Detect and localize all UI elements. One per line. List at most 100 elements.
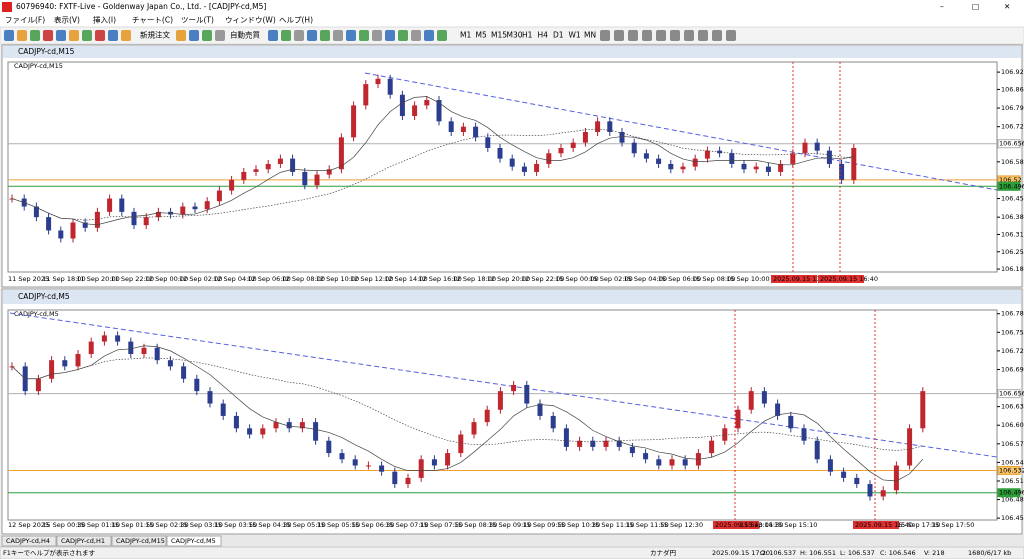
tool-icon[interactable]: [82, 30, 92, 41]
y-tick-label: 106.485: [1001, 496, 1024, 504]
x-tick-label: 12 Sep 10:00: [316, 275, 359, 283]
tool-icon[interactable]: [307, 30, 317, 41]
candle: [216, 190, 222, 202]
timeframe-button[interactable]: D1: [553, 31, 564, 40]
tool-icon[interactable]: [333, 30, 343, 41]
tab[interactable]: [166, 535, 222, 547]
tool-icon[interactable]: [712, 30, 722, 41]
timeframe-button[interactable]: H4: [538, 31, 549, 40]
candle: [668, 163, 674, 170]
candle: [550, 415, 556, 429]
tab[interactable]: [1, 535, 57, 547]
tab-label[interactable]: CADJPY-cd,H1: [61, 537, 105, 545]
timeframe-button[interactable]: MN: [584, 31, 596, 40]
tab[interactable]: [111, 535, 167, 547]
candle: [907, 428, 913, 466]
tool-icon[interactable]: [30, 30, 40, 41]
maximize[interactable]: □: [972, 2, 979, 11]
tool-icon[interactable]: [424, 30, 434, 41]
tool-icon[interactable]: [294, 30, 304, 41]
tool-icon[interactable]: [385, 30, 395, 41]
chart-window-title-bar: [3, 290, 1021, 304]
candle: [735, 409, 741, 429]
candle: [484, 409, 490, 423]
tool-icon[interactable]: [726, 30, 736, 41]
tool-icon[interactable]: [372, 30, 382, 41]
tool-icon[interactable]: [398, 30, 408, 41]
tool-icon[interactable]: [108, 30, 118, 41]
tool-icon[interactable]: [121, 30, 131, 41]
tool-icon[interactable]: [69, 30, 79, 41]
tab-label[interactable]: CADJPY-cd,M5: [171, 537, 216, 545]
candle: [582, 132, 588, 143]
time-marker-tag: [713, 521, 759, 529]
candle: [9, 366, 15, 368]
price-level-tag: [997, 389, 1021, 399]
tool-icon[interactable]: [346, 30, 356, 41]
menu-item[interactable]: 挿入(I): [93, 15, 116, 25]
menu-item[interactable]: 表示(V): [54, 15, 80, 25]
minimize[interactable]: –: [940, 2, 944, 11]
menu-item[interactable]: チャート(C): [132, 16, 173, 25]
candle: [273, 422, 279, 429]
candle: [558, 147, 564, 154]
timeframe-button[interactable]: M5: [476, 31, 487, 40]
tool-icon[interactable]: [202, 30, 212, 41]
x-tick-label: 15 Sep 11:10: [591, 521, 634, 529]
tab-label[interactable]: CADJPY-cd,M15: [116, 537, 165, 545]
close[interactable]: ✕: [1004, 2, 1010, 11]
candle: [46, 217, 52, 231]
candle: [107, 198, 113, 212]
menu-item[interactable]: ウィンドウ(W): [225, 16, 276, 25]
tool-icon[interactable]: [642, 30, 652, 41]
tool-icon[interactable]: [268, 30, 278, 41]
menu-item[interactable]: ヘルプ(H): [279, 16, 313, 25]
tool-icon[interactable]: [698, 30, 708, 41]
tool-icon[interactable]: [614, 30, 624, 41]
candle: [49, 360, 55, 379]
tool-icon[interactable]: [656, 30, 666, 41]
x-tick-label: 12 Sep 06:00: [247, 275, 290, 283]
candle: [851, 147, 857, 180]
menu-item[interactable]: ファイル(F): [5, 16, 45, 25]
x-tick-label: 12 Sep 00:00: [145, 275, 188, 283]
timeframe-button[interactable]: M1: [460, 31, 471, 40]
tool-icon[interactable]: [670, 30, 680, 41]
x-tick-label: 15 Sep 17:10: [897, 521, 940, 529]
candle: [748, 391, 754, 410]
candle: [893, 465, 899, 491]
timeframe-button[interactable]: W1: [569, 31, 581, 40]
tool-icon[interactable]: [628, 30, 638, 41]
candle: [207, 391, 213, 404]
tool-icon[interactable]: [684, 30, 694, 41]
timeframe-button[interactable]: M30: [507, 31, 523, 40]
y-tick-label: 106.79: [1001, 104, 1024, 112]
tool-icon[interactable]: [95, 30, 105, 41]
tool-icon[interactable]: [176, 30, 186, 41]
candle: [729, 153, 735, 164]
tool-icon[interactable]: [320, 30, 330, 41]
tab-label[interactable]: CADJPY-cd,H4: [6, 537, 50, 545]
tool-icon[interactable]: [359, 30, 369, 41]
new-order-button[interactable]: 新規注文: [140, 30, 170, 40]
tool-icon[interactable]: [43, 30, 53, 41]
candle: [94, 211, 100, 228]
tool-icon[interactable]: [189, 30, 199, 41]
candle: [338, 137, 344, 170]
timeframe-button[interactable]: M15: [491, 31, 507, 40]
menu-item[interactable]: ツール(T): [181, 16, 214, 25]
tool-icon[interactable]: [281, 30, 291, 41]
tool-icon[interactable]: [437, 30, 447, 41]
tool-icon[interactable]: [4, 30, 14, 41]
auto-trading-button[interactable]: 自動売買: [230, 30, 260, 40]
tool-icon[interactable]: [411, 30, 421, 41]
timeframe-button[interactable]: H1: [522, 31, 533, 40]
tool-icon[interactable]: [56, 30, 66, 41]
tool-icon[interactable]: [17, 30, 27, 41]
tool-icon[interactable]: [600, 30, 610, 41]
candle: [801, 428, 807, 441]
candle: [473, 126, 479, 138]
tab[interactable]: [56, 535, 112, 547]
candle: [399, 94, 405, 117]
tool-icon[interactable]: [215, 30, 225, 41]
